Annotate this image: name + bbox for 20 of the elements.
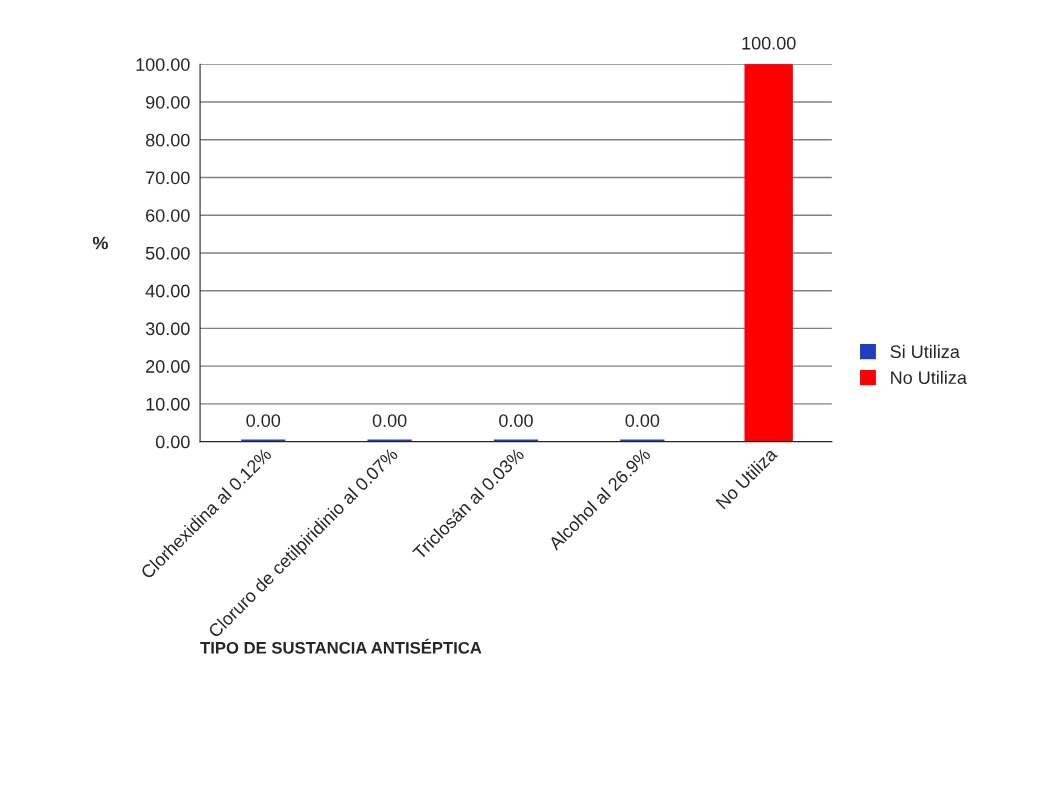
y-tick-label: 60.00 [146,209,190,222]
data-label: 0.00 [499,414,533,427]
y-tick-label: 40.00 [145,284,190,298]
y-tick-label: 70.00 [146,171,190,185]
legend-label: No Utiliza [891,370,967,385]
y-tick-label: 90.00 [146,95,190,109]
y-tick-label: 20.00 [146,360,190,373]
x-axis-title: TIPO DE SUSTANCIA ANTISÉPTICA [200,638,482,654]
y-tick-label: 10.00 [146,397,190,411]
data-label: 100.00 [742,36,796,50]
y-tick-label: 50.00 [145,246,190,260]
y-tick-label: 0.00 [155,435,190,449]
data-label: 0.00 [372,414,407,427]
y-axis-title: % [92,236,108,250]
y-tick-label: 30.00 [145,322,190,336]
data-label: 0.00 [625,414,660,427]
y-tick-label: 80.00 [145,133,190,147]
data-label: 0.00 [246,414,281,427]
legend-label: Si Utiliza [890,344,960,359]
y-tick-label: 100.00 [136,58,190,71]
